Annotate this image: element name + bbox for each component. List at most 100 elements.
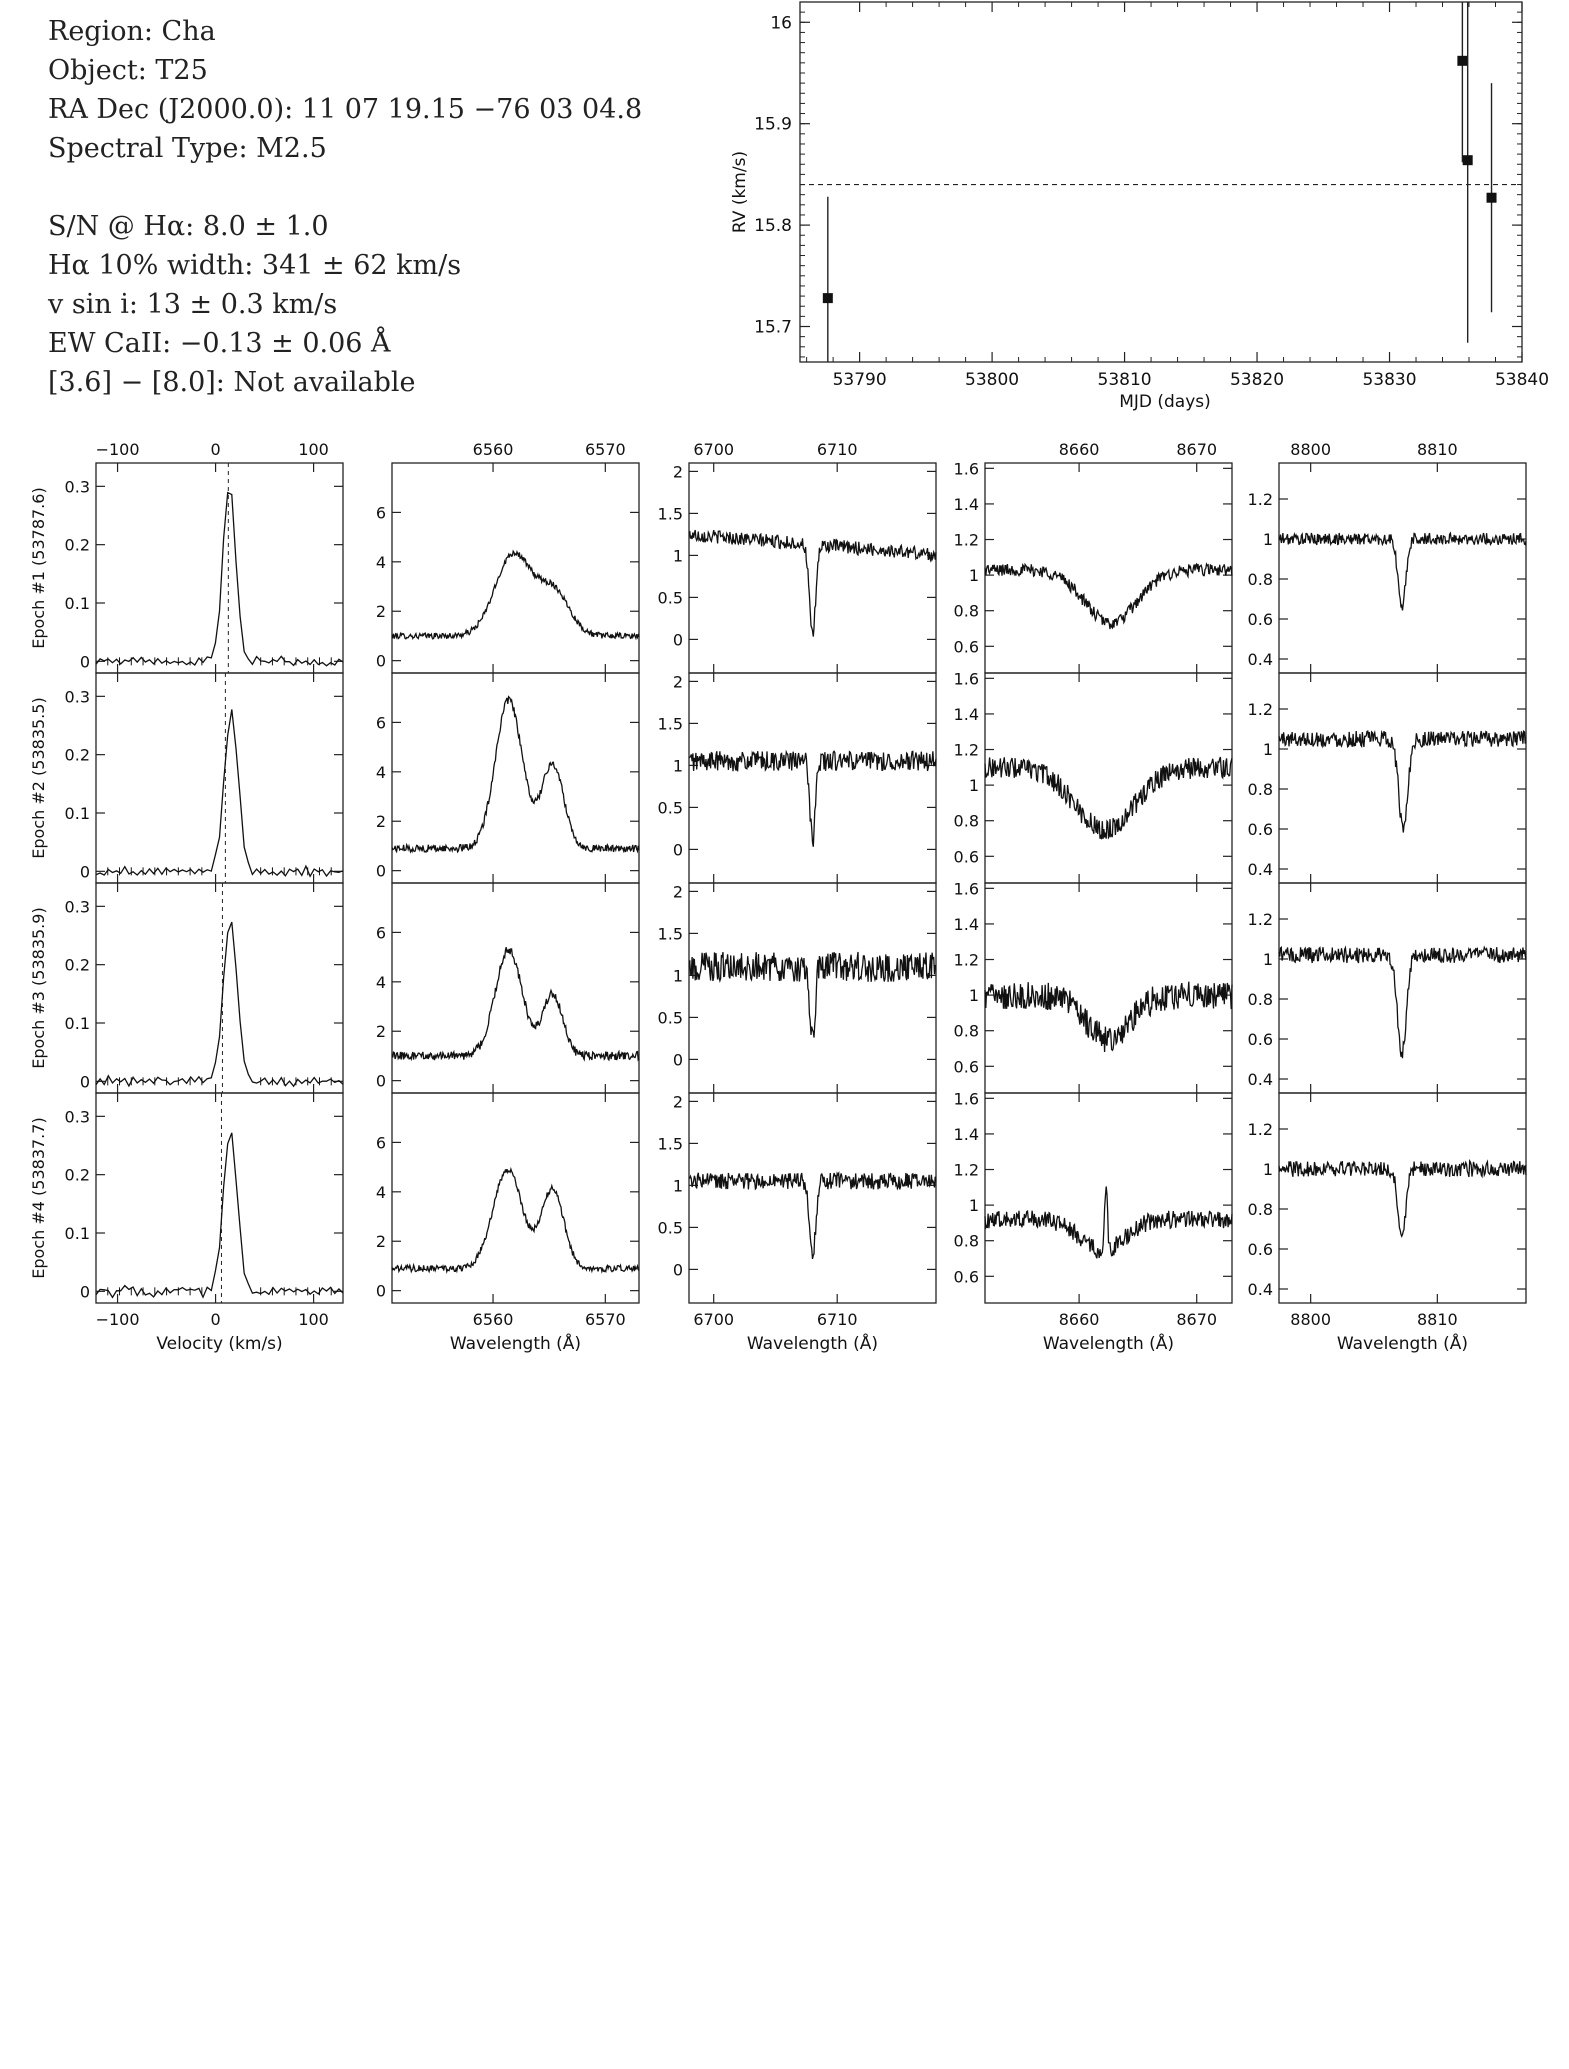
spectrum-panel-fe-8807-epoch-2: 0.4 0.6 0.8 1 1.2: [1248, 672, 1527, 884]
y-tick-label: 4: [376, 553, 386, 572]
spectrum-panel-li-epoch-1: 0 0.5 1 1.5 2: [658, 462, 937, 674]
spectrum-panel-li-epoch-2: 0 0.5 1 1.5 2: [658, 672, 937, 884]
spectrum-line: [95, 1132, 344, 1299]
panel-frame: [391, 462, 640, 674]
rv-x-axis-label: MJD (days): [1119, 392, 1211, 412]
y-tick-label: 0.2: [65, 746, 90, 765]
spectrum-panel-fe-8807-epoch-1: 0.4 0.6 0.8 1 1.2: [1248, 462, 1527, 674]
rv-y-tick-label: 16: [770, 13, 792, 33]
y-tick-label: 1.2: [1248, 1120, 1273, 1139]
y-tick-label: 1.5: [658, 714, 683, 733]
y-tick-label: 0.6: [954, 1267, 979, 1286]
y-tick-label: 1: [1263, 740, 1273, 759]
epoch-label: Epoch #4 (53837.7): [29, 1117, 48, 1278]
x-tick-label-bottom: 0: [210, 1310, 220, 1329]
y-tick-label: 2: [673, 1092, 683, 1111]
y-tick-label: 2: [376, 602, 386, 621]
info-spectral-type: Spectral Type: M2.5: [48, 133, 327, 164]
y-tick-label: 1: [673, 546, 683, 565]
panel-frame: [95, 1092, 344, 1304]
panel-frame: [688, 672, 937, 884]
panel-frame: [1278, 672, 1527, 884]
spectrum-line: [95, 709, 344, 878]
x-tick-label-bottom: 8660: [1059, 1310, 1100, 1329]
spectrum-line: [984, 981, 1233, 1053]
y-tick-label: 4: [376, 973, 386, 992]
y-tick-label: 0: [673, 840, 683, 859]
y-tick-label: 2: [376, 812, 386, 831]
x-tick-label-top: 8660: [1059, 440, 1100, 459]
x-tick-label-bottom: 8810: [1417, 1310, 1458, 1329]
info-signal-to-noise: S/N @ Hα: 8.0 ± 1.0: [48, 211, 329, 242]
x-axis-label: Wavelength (Å): [450, 1332, 581, 1354]
y-tick-label: 1: [673, 756, 683, 775]
spectrum-panel-velocity-epoch-4: 0 0.1 0.2 0.3 Epoch #4 (53837.7): [29, 1092, 344, 1304]
info-vsini: v sin i: 13 ± 0.3 km/s: [48, 289, 338, 320]
y-tick-label: 0.6: [1248, 1240, 1273, 1259]
panel-frame: [391, 1092, 640, 1304]
x-tick-label-bottom: 6570: [585, 1310, 626, 1329]
x-tick-label-bottom: 8670: [1176, 1310, 1217, 1329]
spectra-grid: 0 0.1 0.2 0.3 Epoch #1 (53787.6) 0 0.1 0.2 0.3 Ep…: [29, 440, 1527, 1354]
spectrum-line: [95, 921, 344, 1088]
y-tick-label: 0.8: [1248, 570, 1273, 589]
x-tick-label-top: 6560: [473, 440, 514, 459]
y-tick-label: 0.8: [954, 1232, 979, 1251]
y-tick-label: 0.4: [1248, 1070, 1273, 1089]
y-tick-label: 1.4: [954, 705, 979, 724]
panel-frame: [1278, 882, 1527, 1094]
y-tick-label: 0.8: [1248, 780, 1273, 799]
spectrum-panel-halpha-epoch-1: 0 2 4 6: [376, 462, 640, 674]
y-tick-label: 1: [1263, 1160, 1273, 1179]
y-tick-label: 1.5: [658, 1134, 683, 1153]
y-tick-label: 0: [80, 652, 90, 671]
y-tick-label: 0: [376, 862, 386, 881]
y-tick-label: 1: [969, 566, 979, 585]
panel-frame: [688, 1092, 937, 1304]
y-tick-label: 0.6: [954, 1057, 979, 1076]
panel-frame: [391, 882, 640, 1094]
spectrum-panel-halpha-epoch-4: 0 2 4 6: [376, 1092, 640, 1304]
y-tick-label: 1: [969, 776, 979, 795]
spectrum-line: [984, 562, 1233, 630]
rv-y-tick-label: 15.9: [754, 115, 792, 135]
info-halpha-width: Hα 10% width: 341 ± 62 km/s: [48, 250, 462, 281]
panel-frame: [391, 672, 640, 884]
spectrum-line: [391, 1166, 640, 1274]
y-tick-label: 0.8: [1248, 990, 1273, 1009]
x-tick-label-top: 8670: [1176, 440, 1217, 459]
y-tick-label: 2: [376, 1022, 386, 1041]
info-irac-color: [3.6] − [8.0]: Not available: [48, 367, 416, 398]
spectrum-panel-halpha-epoch-3: 0 2 4 6: [376, 882, 640, 1094]
y-tick-label: 1.5: [658, 504, 683, 523]
x-tick-label-bottom: −100: [96, 1310, 140, 1329]
info-object: Object: T25: [48, 55, 208, 86]
y-tick-label: 1.2: [954, 951, 979, 970]
y-tick-label: 0.4: [1248, 1280, 1273, 1299]
spectrum-line: [984, 1186, 1233, 1259]
rv-data-point: [822, 293, 833, 304]
spectrum-panel-li-epoch-4: 0 0.5 1 1.5 2: [658, 1092, 937, 1304]
y-tick-label: 0.8: [1248, 1200, 1273, 1219]
y-tick-label: 1.6: [954, 1089, 979, 1108]
y-tick-label: 0.5: [658, 1008, 683, 1027]
y-tick-label: 0.8: [954, 1022, 979, 1041]
x-tick-label-top: 0: [210, 440, 220, 459]
y-tick-label: 0: [673, 630, 683, 649]
y-tick-label: 6: [376, 1133, 386, 1152]
x-tick-label-bottom: 6700: [693, 1310, 734, 1329]
x-axis-label: Wavelength (Å): [1337, 1332, 1468, 1354]
rv-y-axis-label: RV (km/s): [730, 151, 750, 233]
spectrum-panel-velocity-epoch-2: 0 0.1 0.2 0.3 Epoch #2 (53835.5): [29, 672, 344, 884]
y-tick-label: 0: [80, 1072, 90, 1091]
panel-frame: [984, 672, 1233, 884]
spectrum-panel-velocity-epoch-3: 0 0.1 0.2 0.3 Epoch #3 (53835.9): [29, 882, 344, 1094]
y-tick-label: 1.4: [954, 915, 979, 934]
y-tick-label: 1.2: [1248, 490, 1273, 509]
x-tick-label-top: −100: [96, 440, 140, 459]
spectrum-panel-fe-8807-epoch-4: 0.4 0.6 0.8 1 1.2: [1248, 1092, 1527, 1304]
y-tick-label: 0.4: [1248, 860, 1273, 879]
y-tick-label: 0.6: [954, 637, 979, 656]
spectrum-line: [1278, 729, 1527, 833]
